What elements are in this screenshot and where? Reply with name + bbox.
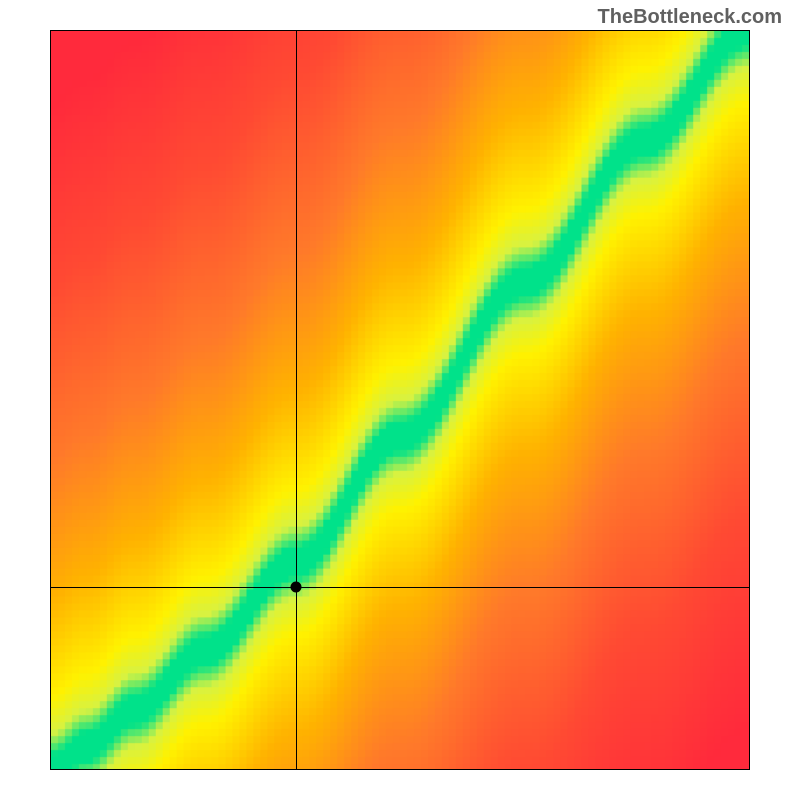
crosshair-vertical [296, 31, 297, 769]
crosshair-marker-dot [291, 582, 302, 593]
crosshair-horizontal [51, 587, 749, 588]
watermark-text: TheBottleneck.com [598, 6, 782, 29]
heatmap-plot [50, 30, 750, 770]
heatmap-canvas [51, 31, 749, 769]
